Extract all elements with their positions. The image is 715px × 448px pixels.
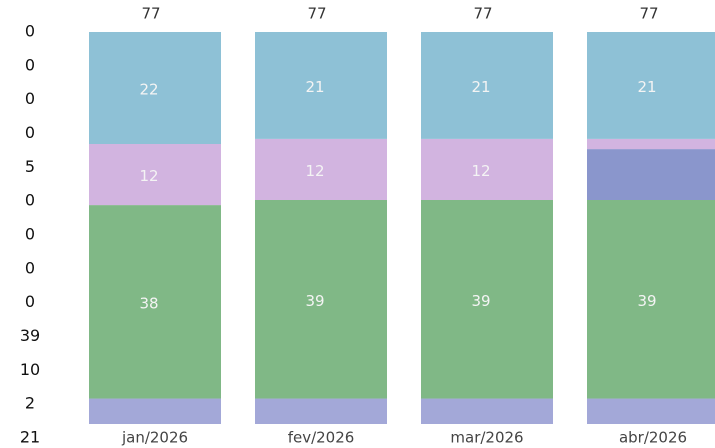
side-value: 0 bbox=[25, 191, 35, 210]
segment-label: 39 bbox=[305, 292, 324, 310]
bar-segment bbox=[89, 144, 221, 206]
bar-segment bbox=[587, 398, 715, 424]
bar-segment bbox=[421, 200, 553, 399]
total-label: 77 bbox=[141, 5, 160, 23]
total-label: 77 bbox=[307, 5, 326, 23]
x-tick-label: jan/2026 bbox=[121, 429, 188, 447]
segment-label: 12 bbox=[471, 162, 490, 180]
segment-label: 21 bbox=[305, 78, 324, 96]
bar-segment bbox=[255, 138, 387, 200]
segment-label: 21 bbox=[637, 78, 656, 96]
side-value: 10 bbox=[20, 360, 40, 379]
bar-segment bbox=[89, 205, 221, 399]
side-value: 5 bbox=[25, 157, 35, 176]
bar-segment bbox=[89, 32, 221, 144]
side-value: 2 bbox=[25, 394, 35, 413]
side-value: 0 bbox=[25, 123, 35, 142]
side-value: 39 bbox=[20, 326, 40, 345]
side-value: 0 bbox=[25, 258, 35, 277]
bar-segment bbox=[587, 149, 715, 200]
side-value: 0 bbox=[25, 89, 35, 108]
bar-segment bbox=[255, 32, 387, 139]
bar-segment bbox=[255, 200, 387, 399]
bar-segment bbox=[587, 200, 715, 399]
total-label: 77 bbox=[473, 5, 492, 23]
total-label: 77 bbox=[639, 5, 658, 23]
segment-label: 39 bbox=[637, 292, 656, 310]
segment-label: 12 bbox=[305, 162, 324, 180]
side-value: 0 bbox=[25, 55, 35, 74]
segment-label: 21 bbox=[471, 78, 490, 96]
bar-segment bbox=[587, 138, 715, 150]
side-value: 0 bbox=[25, 224, 35, 243]
bar-segment bbox=[587, 32, 715, 139]
bar-segment bbox=[421, 138, 553, 200]
side-value: 0 bbox=[25, 292, 35, 311]
x-tick-label: fev/2026 bbox=[288, 429, 355, 447]
x-tick-label: abr/2026 bbox=[619, 429, 687, 447]
side-value: 0 bbox=[25, 22, 35, 41]
segment-label: 39 bbox=[471, 292, 490, 310]
segment-label: 12 bbox=[139, 167, 158, 185]
side-value: 21 bbox=[20, 427, 40, 446]
segment-label: 22 bbox=[139, 81, 158, 99]
x-tick-label: mar/2026 bbox=[450, 429, 523, 447]
bar-segment bbox=[421, 398, 553, 424]
bar-segment bbox=[421, 32, 553, 139]
bar-segment bbox=[255, 398, 387, 424]
bar-segment bbox=[89, 398, 221, 424]
segment-label: 38 bbox=[139, 294, 158, 312]
